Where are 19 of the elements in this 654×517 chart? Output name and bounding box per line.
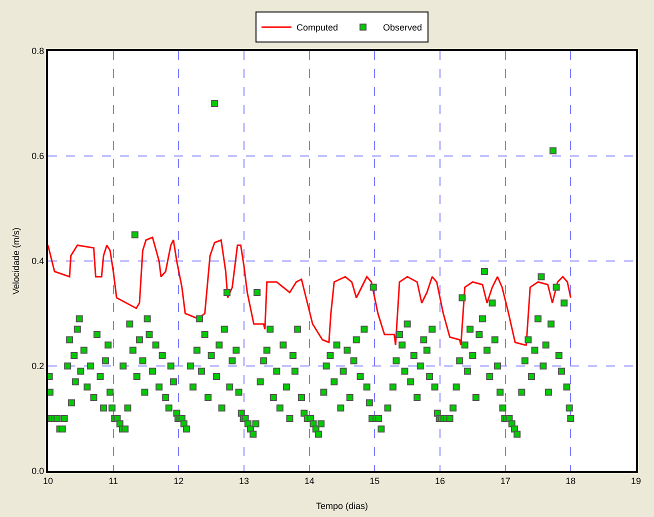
y-tick-label: 0.6 — [32, 151, 44, 162]
x-tick-label: 16 — [434, 476, 446, 486]
y-tick-label: 0.4 — [32, 256, 44, 266]
y-tick-label: 0.2 — [32, 361, 44, 372]
x-tick-label: 18 — [566, 476, 576, 486]
x-axis-title: Tempo (dias) — [316, 501, 368, 511]
x-tick-label: 14 — [304, 476, 314, 486]
x-tick-label: 12 — [174, 476, 184, 486]
x-tick-label: 10 — [42, 476, 54, 486]
y-axis-title: Velocidade (m/s) — [11, 227, 21, 295]
y-tick-label: 0.0 — [32, 466, 44, 476]
legend-label: Computed — [296, 22, 338, 33]
legend-label: Observed — [383, 22, 422, 33]
x-tick-label: 17 — [500, 476, 510, 486]
y-tick-label: 0.8 — [32, 46, 44, 56]
x-tick-label: 13 — [238, 476, 250, 486]
x-tick-label: 15 — [370, 476, 380, 486]
x-tick-label: 19 — [630, 476, 642, 486]
x-tick-label: 11 — [108, 476, 118, 486]
